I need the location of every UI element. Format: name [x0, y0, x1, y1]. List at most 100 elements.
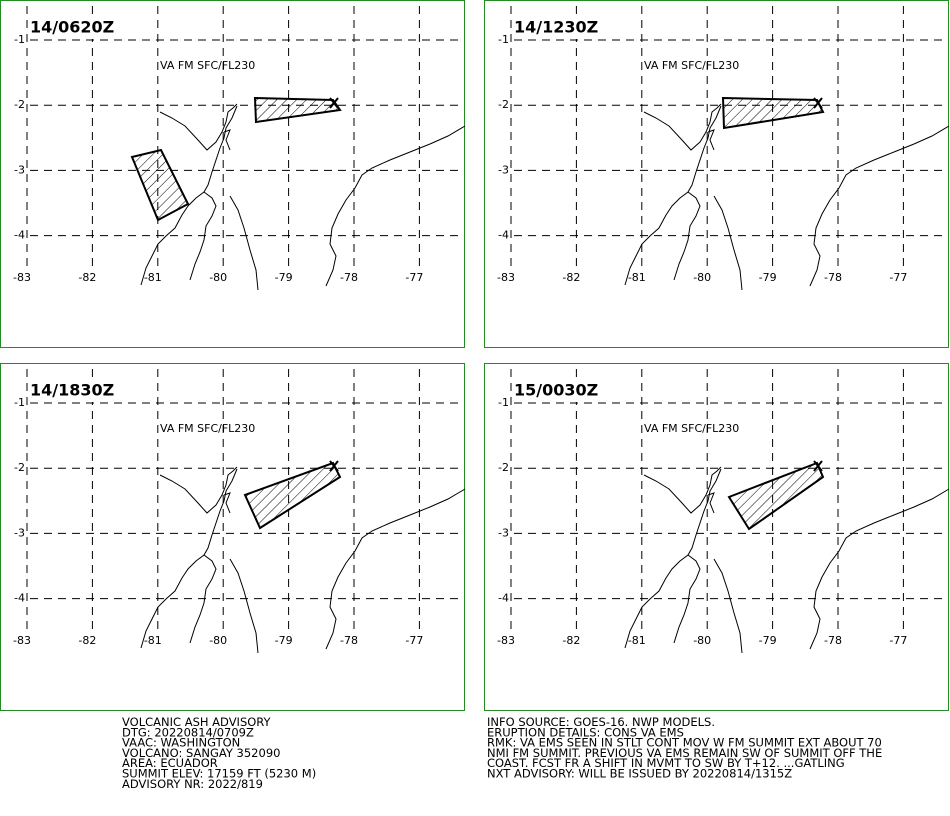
- lon-label: -81: [144, 634, 162, 647]
- lat-label: -4: [14, 229, 25, 242]
- coastline: [673, 191, 701, 281]
- coastline: [809, 488, 950, 650]
- lon-label: -82: [78, 271, 96, 284]
- coastline: [673, 554, 701, 644]
- lat-label: -1: [14, 33, 25, 46]
- coastline: [189, 191, 217, 281]
- coastline: [713, 558, 743, 654]
- coastline: [624, 468, 722, 649]
- advisory-line: DTG: 20220814/0709Z: [122, 725, 254, 739]
- map-panel: -83 -82 -81 -80 -79 -78 -77 -1 -2 -3 -4 15/0030Z VA …: [484, 363, 950, 711]
- lat-label: -4: [498, 592, 509, 605]
- panel-label: VA FM SFC/FL230: [160, 422, 255, 435]
- lon-label: -79: [275, 634, 293, 647]
- lon-label: -82: [78, 634, 96, 647]
- title-bg: [28, 17, 108, 39]
- coastline: [643, 466, 722, 514]
- panel-title: 14/0620Z: [30, 18, 114, 37]
- advisory-line: VOLCANO: SANGAY 352090: [122, 746, 280, 760]
- panel-title: 15/0030Z: [514, 381, 598, 400]
- volcano: [813, 460, 823, 472]
- advisory-line: SUMMIT ELEV: 17159 FT (5230 M): [122, 767, 316, 781]
- ash-area: [727, 461, 825, 531]
- lat-label: -1: [14, 396, 25, 409]
- advisory-line: ERUPTION DETAILS: CONS VA EMS: [487, 725, 684, 739]
- lon-label: -82: [562, 271, 580, 284]
- lat-label: -3: [498, 526, 509, 539]
- advisory-line: NMI FM SUMMIT. PREVIOUS VA EMS REMAIN SW…: [487, 746, 882, 760]
- lon-label: -83: [13, 634, 31, 647]
- coastline: [325, 488, 466, 650]
- coastline: [223, 129, 231, 151]
- advisory-line: VOLCANIC ASH ADVISORY: [122, 715, 272, 729]
- map-panel: -83 -82 -81 -80 -79 -78 -77 -1 -2 -3 -4 14/1830Z VA …: [0, 363, 466, 711]
- coastline: [229, 558, 259, 654]
- volcano: [813, 97, 823, 109]
- lon-label: -78: [340, 271, 358, 284]
- lat-label: -4: [498, 229, 509, 242]
- lon-label: -79: [759, 271, 777, 284]
- advisory-line: NXT ADVISORY: WILL BE ISSUED BY 20220814…: [487, 767, 792, 781]
- lat-label: -1: [498, 33, 509, 46]
- lon-label: -77: [405, 634, 423, 647]
- lon-label: -77: [889, 634, 907, 647]
- panel-label: VA FM SFC/FL230: [160, 59, 255, 72]
- volcano: [329, 460, 339, 472]
- panel-frame: [0, 0, 465, 348]
- lon-label: -81: [628, 271, 646, 284]
- lat-label: -3: [14, 526, 25, 539]
- lon-label: -80: [693, 634, 711, 647]
- lat-label: -3: [498, 163, 509, 176]
- map-panel: -83 -82 -81 -80 -79 -78 -77 -1 -2 -3 -4 14/0620Z VA …: [0, 0, 466, 348]
- ash-area: [243, 461, 342, 530]
- lat-label: -1: [498, 396, 509, 409]
- lon-label: -83: [497, 634, 515, 647]
- panel-frame: [0, 363, 465, 711]
- lat-label: -4: [14, 592, 25, 605]
- coastline: [189, 554, 217, 644]
- ash-area: [253, 96, 342, 124]
- coastline: [229, 195, 259, 291]
- coastline: [624, 105, 722, 286]
- lon-label: -77: [405, 271, 423, 284]
- panel-frame: [484, 363, 949, 711]
- coastline: [707, 492, 715, 514]
- lat-label: -2: [498, 461, 509, 474]
- panel-title: 14/1230Z: [514, 18, 598, 37]
- lon-label: -80: [209, 634, 227, 647]
- coastline: [159, 466, 238, 514]
- coastline: [140, 468, 238, 649]
- advisory-line: ADVISORY NR: 2022/819: [122, 777, 263, 791]
- lon-label: -78: [824, 634, 842, 647]
- lon-label: -78: [824, 271, 842, 284]
- lon-label: -81: [144, 271, 162, 284]
- panel-label: VA FM SFC/FL230: [644, 422, 739, 435]
- lon-label: -80: [209, 271, 227, 284]
- title-bg: [512, 380, 592, 402]
- lon-label: -82: [562, 634, 580, 647]
- coastline: [713, 195, 743, 291]
- lat-label: -2: [498, 98, 509, 111]
- advisory-line: AREA: ECUADOR: [122, 756, 218, 770]
- coastline: [707, 129, 715, 151]
- title-bg: [512, 17, 592, 39]
- panel-title: 14/1830Z: [30, 381, 114, 400]
- panel-frame: [484, 0, 949, 348]
- lon-label: -79: [759, 634, 777, 647]
- coastline: [643, 103, 722, 151]
- coastline: [325, 125, 466, 287]
- volcano: [329, 97, 339, 109]
- ash-area: [130, 148, 190, 222]
- ash-area: [721, 96, 825, 130]
- lat-label: -2: [14, 461, 25, 474]
- lon-label: -81: [628, 634, 646, 647]
- lon-label: -77: [889, 271, 907, 284]
- advisory-line: VAAC: WASHINGTON: [122, 736, 240, 750]
- panel-label: VA FM SFC/FL230: [644, 59, 739, 72]
- coastline: [140, 105, 238, 286]
- lon-label: -80: [693, 271, 711, 284]
- advisory-line: INFO SOURCE: GOES-16. NWP MODELS.: [487, 715, 715, 729]
- title-bg: [28, 380, 108, 402]
- coastline: [159, 103, 238, 151]
